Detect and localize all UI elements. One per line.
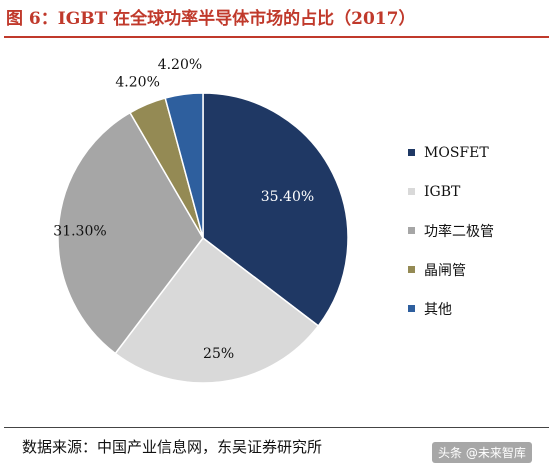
- legend-label-diode: 功率二极管: [424, 223, 494, 240]
- chart-title: 图 6：IGBT 在全球功率半导体市场的占比（2017）: [6, 9, 416, 29]
- legend-swatch-igbt: [408, 188, 415, 195]
- title-rule: [4, 36, 549, 38]
- data-label-other: 4.20%: [158, 57, 202, 73]
- data-label-thyristor: 4.20%: [115, 74, 159, 90]
- pie-slice-other: [164, 92, 204, 239]
- legend-label-thyristor: 晶闸管: [424, 262, 466, 279]
- legend-item-mosfet: MOSFET: [408, 133, 494, 172]
- data-label-mosfet: 35.40%: [261, 189, 314, 205]
- legend-swatch-mosfet: [408, 149, 415, 156]
- source-note: 数据来源：中国产业信息网，东吴证券研究所: [22, 438, 323, 456]
- legend-swatch-thyristor: [408, 266, 415, 273]
- legend-item-diode: 功率二极管: [408, 211, 494, 250]
- legend-item-igbt: IGBT: [408, 172, 494, 211]
- legend-label-mosfet: MOSFET: [424, 144, 489, 161]
- watermark: 头条 @未来智库: [432, 442, 532, 463]
- legend-item-thyristor: 晶闸管: [408, 250, 494, 289]
- legend-label-other: 其他: [424, 301, 452, 318]
- legend-swatch-other: [408, 305, 415, 312]
- legend-swatch-diode: [408, 227, 415, 234]
- legend-item-other: 其他: [408, 289, 494, 328]
- pie-slice-diode: [57, 111, 204, 355]
- pie-chart: 35.40% 25% 31.30% 4.20%4.20%: [53, 57, 349, 384]
- data-label-diode: 31.30%: [53, 223, 106, 239]
- legend-label-igbt: IGBT: [424, 183, 461, 200]
- pie-slice-igbt: [114, 236, 320, 384]
- source-rule: [4, 427, 549, 428]
- data-label-igbt: 25%: [203, 346, 234, 362]
- chart-legend: MOSFET IGBT 功率二极管晶闸管其他: [408, 133, 494, 328]
- pie-slice-mosfet: [202, 92, 349, 327]
